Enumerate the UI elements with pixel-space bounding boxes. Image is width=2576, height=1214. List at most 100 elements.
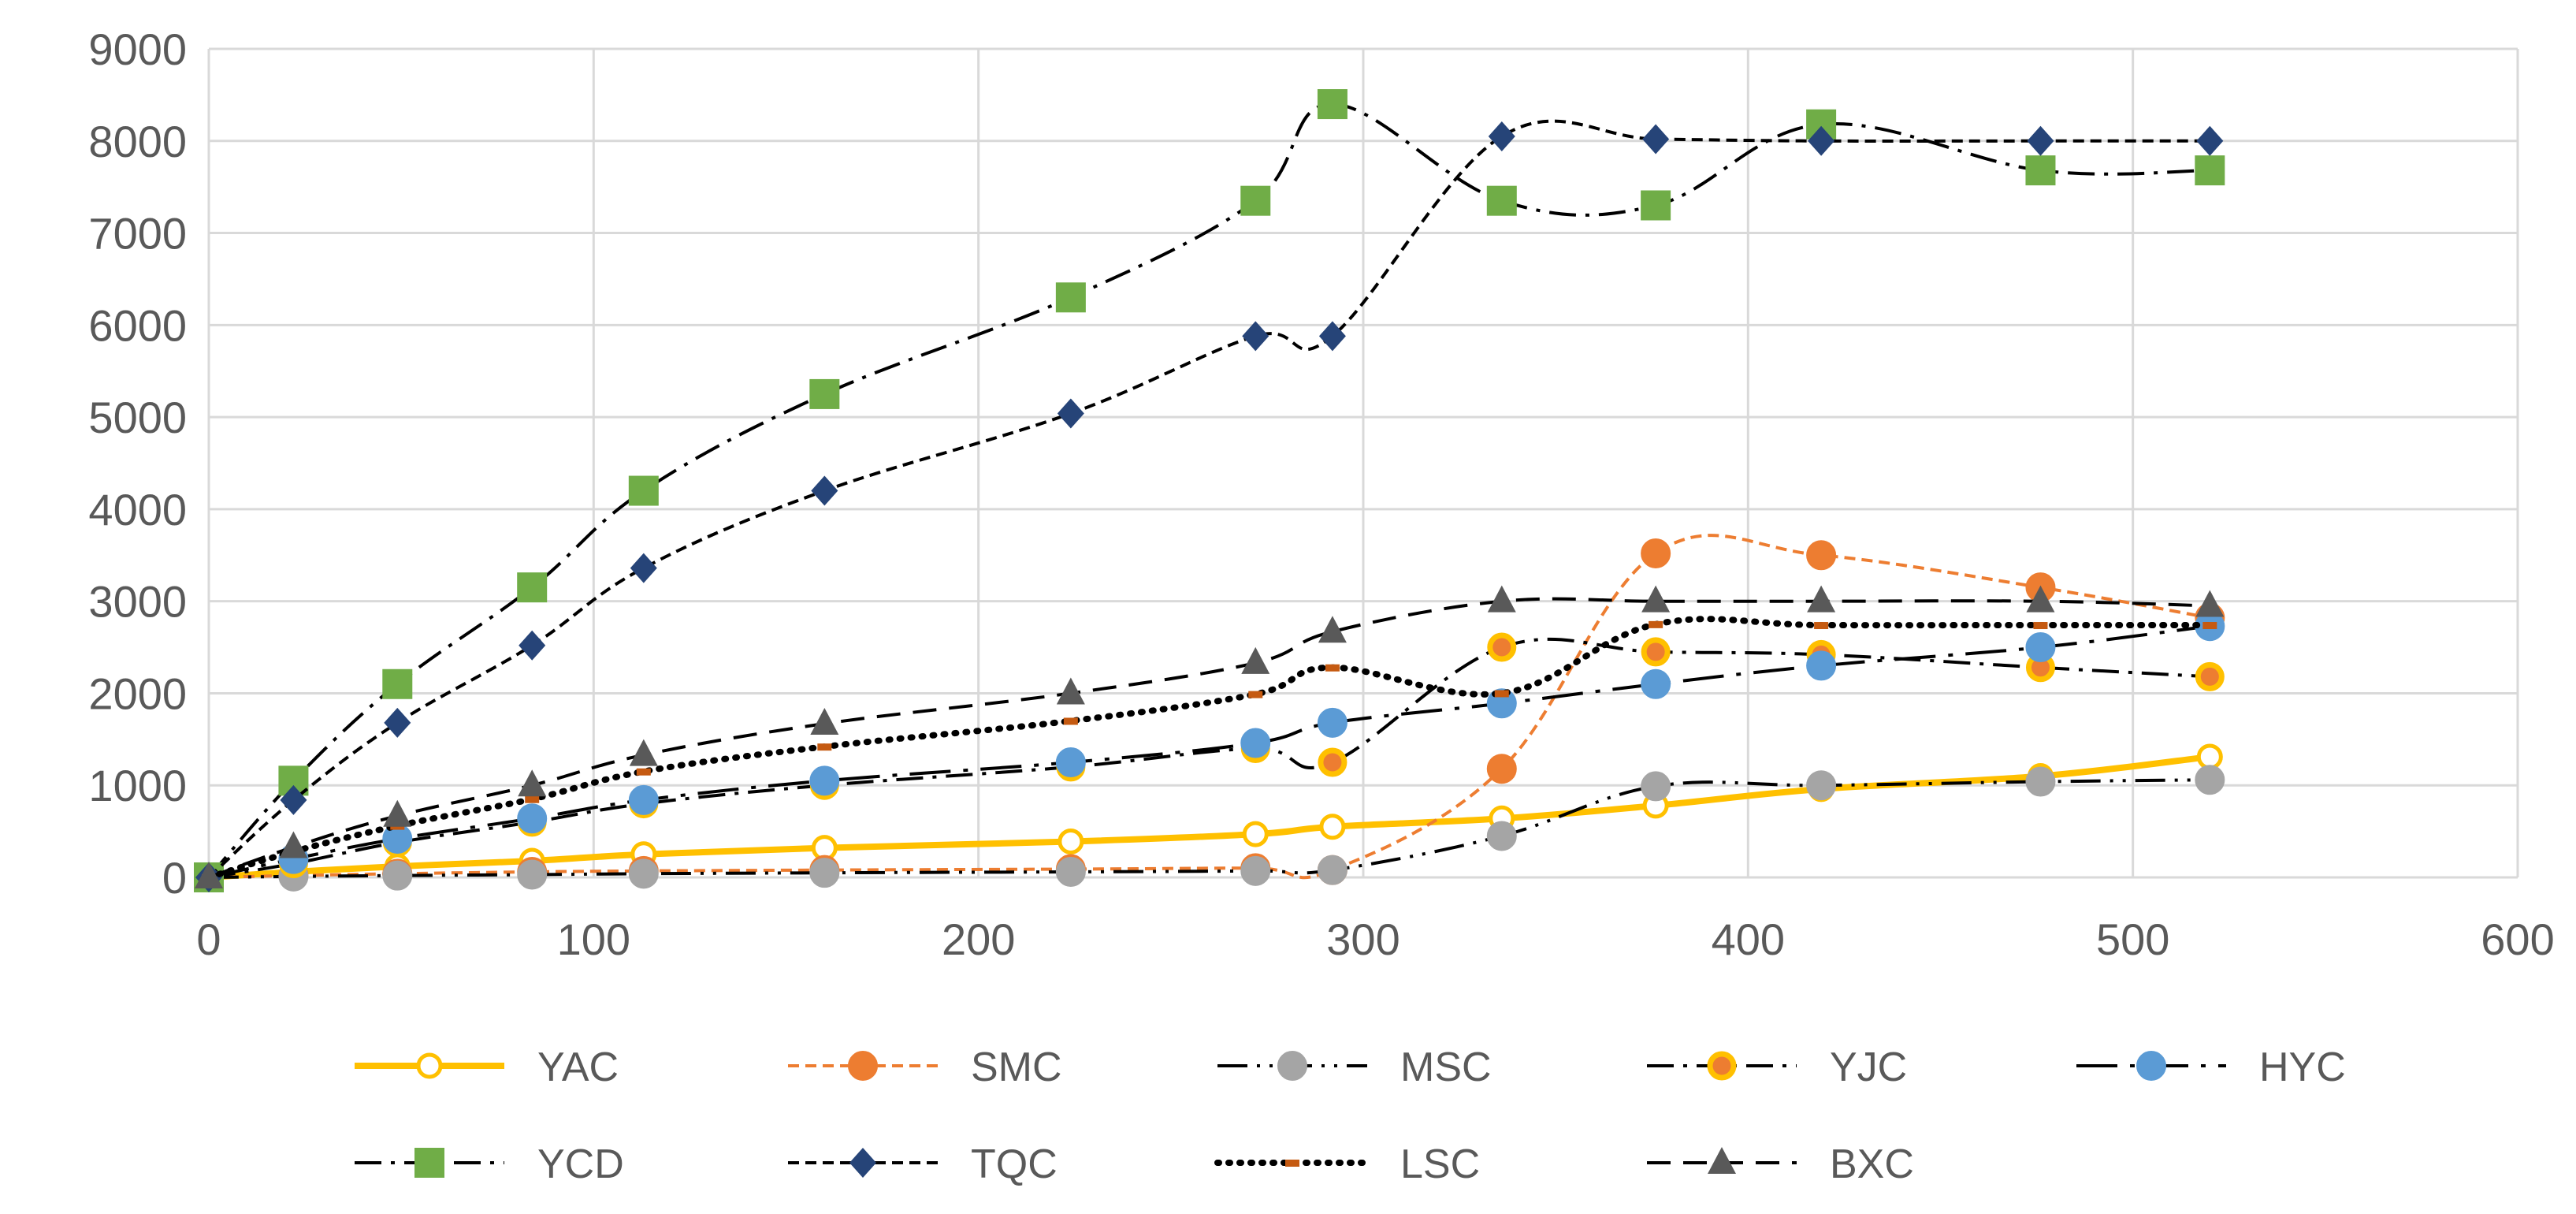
legend-item-msc: MSC [1217, 1045, 1492, 1090]
data-point-lsc [817, 743, 832, 751]
data-point-bxc [279, 831, 308, 858]
data-point-hyc [1055, 747, 1086, 778]
data-point-bxc [383, 799, 412, 827]
legend-label: MSC [1400, 1045, 1492, 1090]
legend: YAC SMC MSC YJC HYC YCD TQC LSC BXC [355, 1045, 2346, 1187]
data-point-msc [2195, 765, 2225, 795]
x-tick-label: 400 [1712, 914, 1785, 964]
data-point-bxc [810, 707, 839, 735]
data-point-lsc [1325, 664, 1340, 672]
data-point-msc [2025, 766, 2056, 797]
series-line-yjc [208, 637, 2210, 879]
y-tick-label: 1000 [88, 761, 187, 810]
legend-item-yjc: YJC [1647, 1045, 1907, 1090]
data-point-lsc [1494, 690, 1509, 698]
y-tick-label: 8000 [88, 117, 187, 166]
data-point-lsc [525, 795, 540, 803]
grid [207, 47, 2519, 879]
legend-label: SMC [971, 1045, 1062, 1090]
data-point-tqc [2027, 125, 2054, 156]
data-point-bxc [195, 862, 223, 888]
x-tick-label: 100 [557, 914, 630, 964]
data-point-ycd [2025, 155, 2056, 186]
data-point-bxc [1641, 585, 1671, 613]
data-point-ycd [1641, 190, 1671, 221]
data-point-yjc [2195, 661, 2225, 691]
legend-marker [416, 1052, 443, 1079]
legend-item-lsc: LSC [1214, 1141, 1480, 1187]
data-point-yjc [1487, 632, 1517, 662]
data-point-tqc [1057, 398, 1084, 429]
y-tick-label: 7000 [88, 209, 187, 259]
y-tick-label: 9000 [88, 24, 187, 74]
legend-label: YJC [1830, 1045, 1907, 1090]
legend-marker [2136, 1051, 2166, 1081]
data-point-msc [382, 860, 413, 891]
data-point-lsc [1649, 620, 1663, 628]
data-point-lsc [1814, 622, 1829, 630]
data-point-lsc [2202, 622, 2217, 630]
legend-item-tqc: TQC [788, 1141, 1058, 1187]
legend-marker [1285, 1160, 1299, 1167]
data-point-ycd [1240, 185, 1271, 216]
legend-label: YAC [537, 1045, 619, 1090]
data-point-ycd [382, 668, 413, 699]
legend-marker [848, 1051, 878, 1081]
data-point-tqc [1318, 321, 1346, 352]
data-point-msc [1240, 855, 1271, 886]
data-point-ycd [1486, 185, 1517, 216]
data-point-lsc [2033, 622, 2048, 630]
legend-item-bxc: BXC [1647, 1141, 1914, 1187]
data-point-hyc [1641, 668, 1671, 699]
series-line-tqc [207, 119, 2210, 879]
data-point-bxc [1487, 585, 1516, 613]
data-point-msc [809, 858, 840, 888]
legend-label: YCD [537, 1141, 624, 1187]
y-tick-label: 5000 [88, 393, 187, 442]
legend-marker [1707, 1051, 1737, 1081]
data-point-tqc [811, 475, 838, 506]
axes: 0 1000 2000 3000 4000 5000 6000 7000 8000 9000 0 10… [88, 24, 2554, 964]
data-point-smc [1806, 540, 1837, 571]
legend-marker [414, 1148, 444, 1178]
data-point-msc [1641, 771, 1671, 802]
legend-marker [1708, 1147, 1736, 1174]
legend-item-ycd: YCD [355, 1141, 624, 1187]
legend-marker [849, 1148, 876, 1178]
data-point-bxc [518, 769, 547, 797]
data-point-yac [1319, 814, 1346, 840]
x-tick-label: 500 [2096, 914, 2169, 964]
x-tick-label: 0 [196, 914, 221, 964]
x-tick-label: 200 [942, 914, 1015, 964]
series-tqc [195, 119, 2224, 892]
data-point-tqc [2196, 125, 2224, 156]
legend-item-smc: SMC [788, 1045, 1062, 1090]
data-point-tqc [1808, 125, 1835, 156]
data-point-msc [1055, 856, 1086, 887]
series-line-hyc [208, 624, 2210, 879]
data-point-yac [1058, 828, 1084, 855]
legend-label: HYC [2259, 1045, 2346, 1090]
data-point-tqc [280, 784, 307, 815]
series-line-yac [208, 754, 2210, 881]
data-point-hyc [628, 784, 659, 815]
legend-item-yac: YAC [355, 1045, 619, 1090]
y-tick-label: 3000 [88, 577, 187, 627]
y-tick-label: 2000 [88, 668, 187, 718]
data-point-lsc [636, 768, 651, 776]
data-point-lsc [1248, 691, 1263, 698]
data-point-ycd [2195, 155, 2225, 186]
data-point-msc [1317, 855, 1347, 885]
y-tick-label: 0 [162, 853, 187, 903]
data-point-bxc [2026, 585, 2055, 613]
data-point-hyc [2025, 632, 2056, 663]
data-point-hyc [517, 803, 548, 834]
data-point-yjc [1318, 747, 1347, 777]
data-point-ycd [628, 475, 659, 506]
series-hyc [194, 611, 2225, 892]
legend-label: LSC [1400, 1141, 1480, 1187]
series-ycd [194, 89, 2225, 892]
data-point-bxc [1807, 585, 1836, 613]
data-point-bxc [1241, 646, 1270, 674]
data-point-ycd [1317, 89, 1347, 120]
